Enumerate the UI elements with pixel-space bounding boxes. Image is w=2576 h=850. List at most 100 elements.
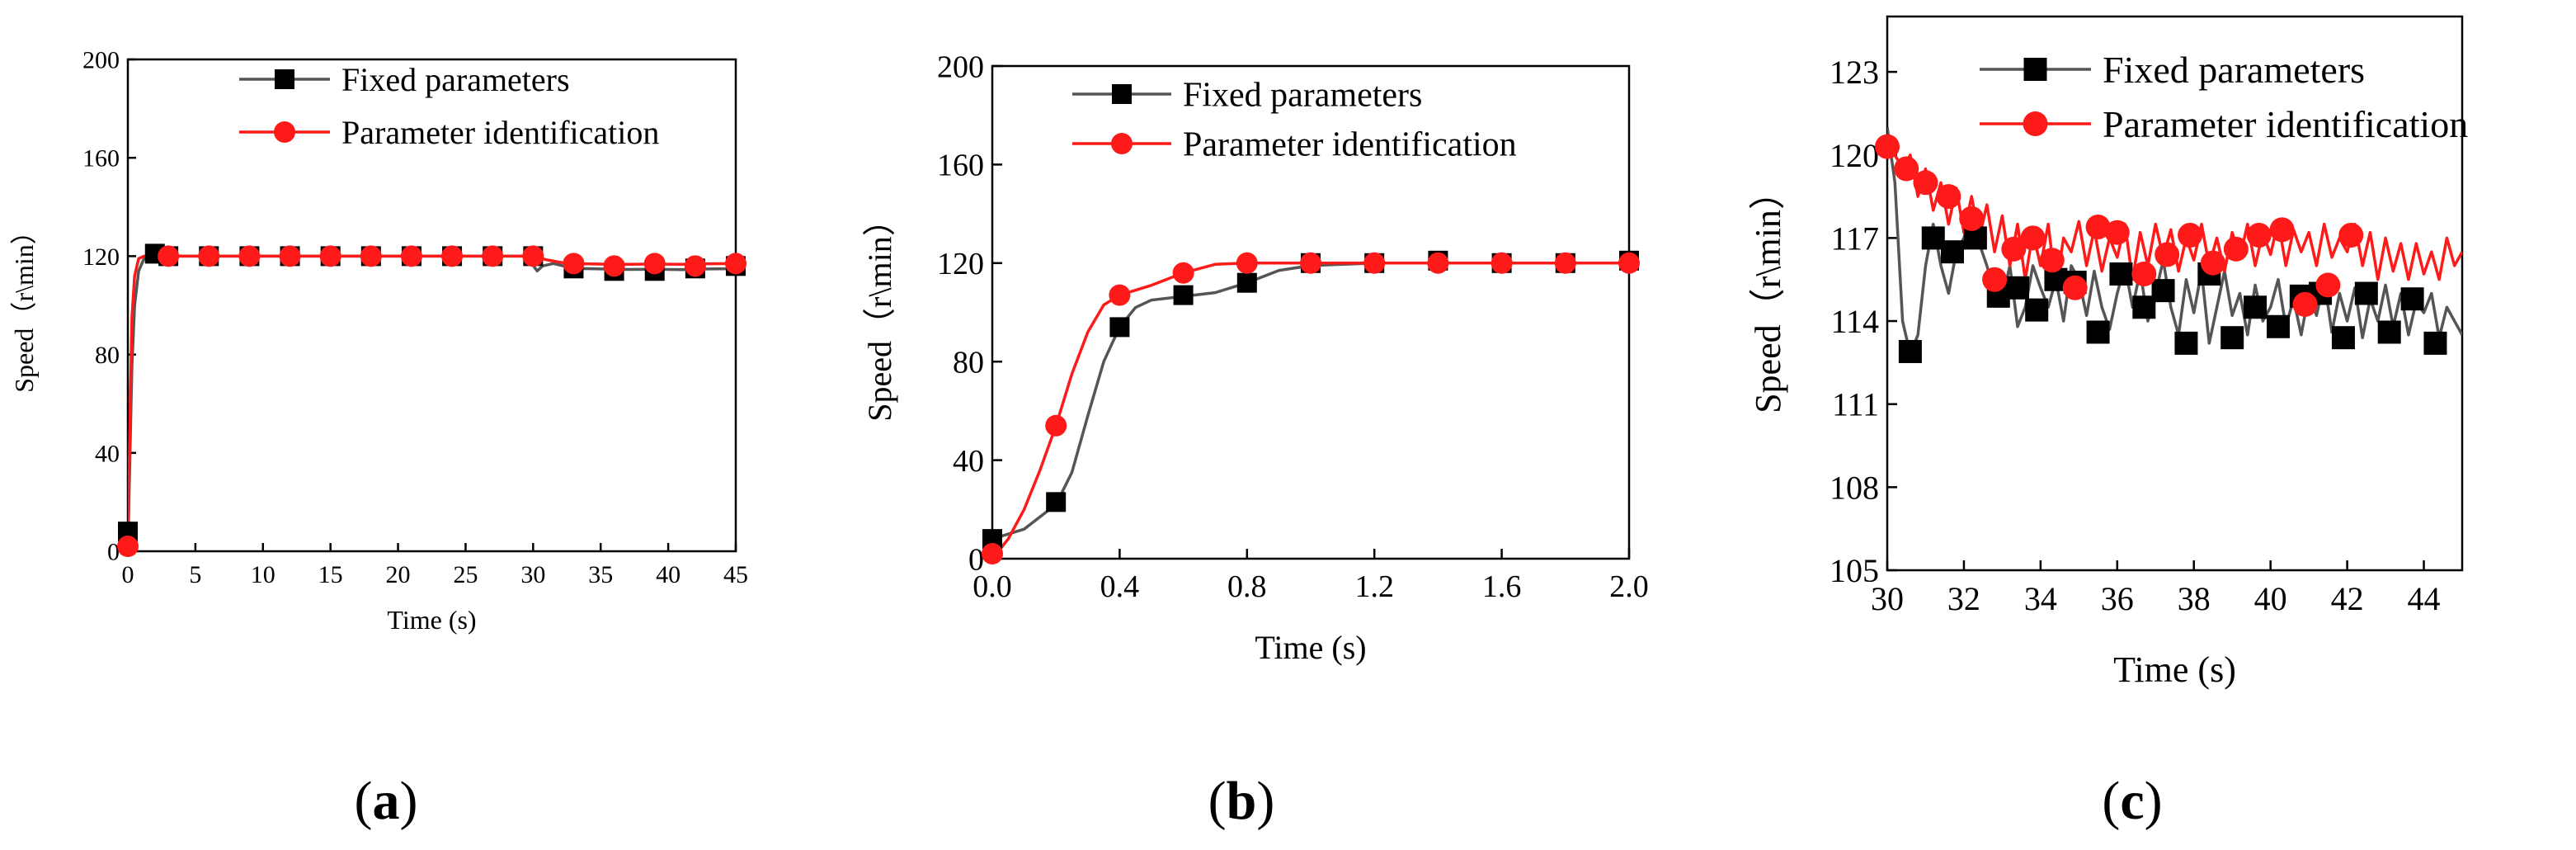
data-point-circle: [1109, 284, 1131, 306]
data-point-square: [2244, 295, 2268, 319]
y-tick-label: 160: [82, 145, 120, 172]
y-tick-label: 117: [1830, 220, 1879, 257]
x-tick-label: 40: [656, 561, 680, 588]
y-tick-label: 111: [1832, 386, 1879, 423]
data-point-square: [2377, 320, 2401, 344]
data-point-circle: [1959, 205, 1985, 231]
data-point-square: [2266, 314, 2290, 338]
legend-marker-square: [2023, 58, 2047, 81]
data-point-circle: [563, 253, 585, 275]
data-point-square: [2400, 287, 2424, 311]
data-point-circle: [482, 245, 504, 267]
x-axis-label: Time (s): [2113, 649, 2236, 690]
data-point-circle: [238, 245, 261, 267]
x-tick-label: 0.0: [972, 569, 1012, 604]
data-point-circle: [603, 255, 625, 277]
data-point-circle: [1982, 267, 2008, 292]
data-point-circle: [1427, 252, 1449, 274]
data-point-circle: [1894, 156, 1919, 182]
data-point-circle: [400, 245, 422, 267]
data-point-circle: [2269, 217, 2295, 243]
data-point-circle: [2338, 223, 2364, 248]
data-point-square: [1109, 317, 1130, 338]
x-tick-label: 35: [588, 561, 613, 588]
y-tick-label: 80: [95, 342, 120, 369]
y-tick-label: 120: [937, 247, 984, 281]
legend-marker-circle: [274, 121, 295, 143]
x-tick-label: 45: [723, 561, 748, 588]
series-line-fixed-parameters: [1887, 126, 2462, 357]
data-point-square: [1236, 272, 1257, 293]
series-line-fixed-parameters: [992, 262, 1629, 541]
data-point-square: [1940, 240, 1964, 264]
data-point-circle: [1875, 134, 1900, 159]
y-tick-label: 114: [1830, 303, 1879, 340]
data-point-circle: [725, 253, 746, 275]
data-point-circle: [1491, 252, 1513, 274]
data-point-circle: [198, 245, 220, 267]
x-tick-label: 0.4: [1100, 569, 1140, 604]
data-point-circle: [319, 245, 341, 267]
data-point-square: [2174, 331, 2198, 355]
data-point-square: [2354, 281, 2378, 305]
x-tick-label: 5: [189, 561, 201, 588]
data-point-circle: [117, 536, 139, 558]
data-point-square: [2220, 326, 2244, 350]
y-tick-label: 120: [1830, 137, 1879, 174]
data-point-circle: [2246, 223, 2272, 248]
legend-marker-circle: [2023, 111, 2048, 136]
data-point-circle: [1554, 252, 1576, 274]
data-point-square: [1173, 285, 1194, 305]
legend-label: Fixed parameters: [1183, 77, 1422, 115]
data-point-circle: [522, 245, 544, 267]
y-tick-label: 40: [95, 440, 120, 467]
x-tick-label: 0.8: [1227, 569, 1267, 604]
data-point-circle: [1045, 414, 1067, 437]
data-point-square: [2109, 262, 2133, 286]
y-tick-label: 0: [968, 542, 984, 577]
data-point-circle: [2315, 272, 2341, 298]
data-point-circle: [2020, 225, 2046, 251]
x-tick-label: 40: [2254, 580, 2287, 617]
y-axis-label: Speed（r\min）: [861, 203, 898, 421]
chart-panel-a: 0 5 10 15 20 25 30 35 40 45 0 40 80 120 160 200 Time (s)…: [9, 47, 748, 832]
data-point-circle: [2292, 291, 2318, 317]
y-tick-label: 123: [1830, 54, 1879, 91]
data-point-square: [2151, 279, 2175, 303]
legend-marker-circle: [1111, 133, 1133, 154]
data-point-square: [1898, 339, 1922, 363]
data-point-square: [2086, 320, 2110, 344]
y-tick-label: 0: [107, 539, 120, 566]
x-tick-label: 10: [251, 561, 275, 588]
legend-marker-square: [275, 69, 294, 89]
y-tick-label: 160: [937, 149, 984, 183]
panel-label: (b): [1208, 771, 1275, 831]
x-tick-label: 1.2: [1354, 569, 1394, 604]
x-tick-label: 30: [520, 561, 545, 588]
chart-panel-c: 30 32 34 36 38 40 42 44 105 108 111 114 117 120 123 Tim…: [1748, 15, 2468, 831]
y-tick-label: 200: [937, 50, 984, 84]
x-tick-label: 1.6: [1482, 569, 1522, 604]
y-tick-label: 108: [1830, 469, 1879, 506]
legend-label: Fixed parameters: [341, 61, 570, 98]
y-tick-label: 105: [1830, 552, 1879, 589]
legend-label: Fixed parameters: [2103, 49, 2365, 91]
series-group: [128, 254, 736, 552]
plot-frame: [1886, 15, 2464, 572]
data-point-circle: [360, 245, 382, 267]
plot-frame: [126, 58, 737, 553]
series-line-parameter-identification: [128, 254, 736, 552]
data-point-circle: [1618, 252, 1640, 274]
y-tick-label: 40: [953, 444, 984, 479]
data-point-square: [1046, 492, 1067, 512]
x-axis-label: Time (s): [1255, 629, 1366, 666]
data-point-circle: [1936, 184, 1961, 210]
y-axis-label: Speed（r\min）: [9, 218, 39, 393]
data-point-circle: [1300, 252, 1321, 274]
data-point-circle: [441, 245, 464, 267]
y-tick-label: 120: [82, 243, 120, 271]
x-tick-label: 34: [2024, 580, 2057, 617]
legend-marker-square: [1112, 84, 1132, 104]
panel-label: (c): [2102, 771, 2162, 831]
